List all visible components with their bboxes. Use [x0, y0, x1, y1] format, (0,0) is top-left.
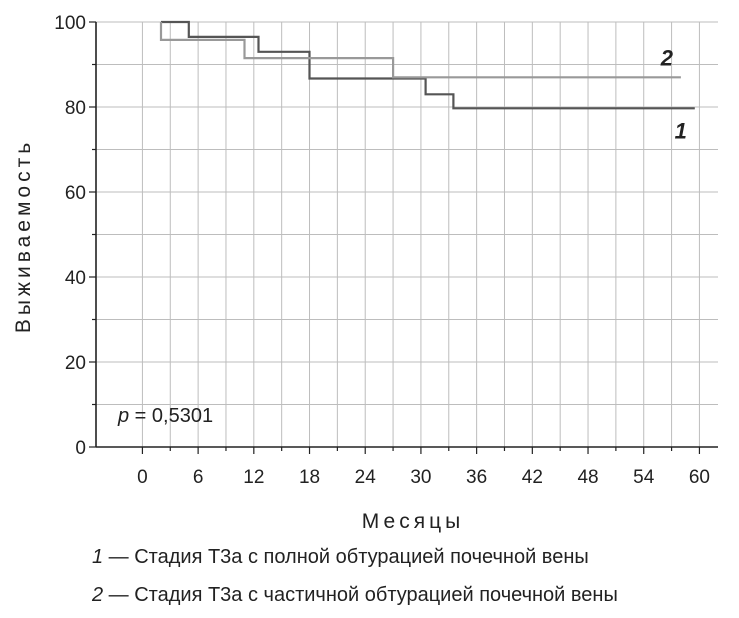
x-tick-label: 30: [410, 467, 431, 488]
y-tick-label: 40: [65, 268, 86, 289]
x-tick-label: 60: [689, 467, 710, 488]
legend-text-2: — Стадия Т3а с частичной обтурацией поче…: [103, 584, 618, 606]
y-tick-label: 20: [65, 353, 86, 374]
legend-num-2: 2: [92, 584, 104, 606]
x-tick-label: 42: [522, 467, 543, 488]
x-tick-label: 0: [137, 467, 148, 488]
series-lines: 12: [159, 20, 695, 143]
y-tick-label: 0: [75, 438, 86, 459]
x-tick-label: 12: [243, 467, 264, 488]
legend-item-2: 2 — Стадия Т3а с частичной обтурацией по…: [92, 584, 618, 607]
x-tick-label: 18: [299, 467, 320, 488]
series-line-1: [161, 20, 695, 110]
x-tick-label: 24: [355, 467, 377, 488]
y-tick-label: 80: [65, 98, 86, 119]
legend-item-1: 1 — Стадия Т3а с полной обтурацией почеч…: [92, 546, 589, 569]
x-tick-label: 36: [466, 467, 487, 488]
curve-label-2: 2: [660, 45, 674, 70]
axes: [89, 21, 718, 454]
p-value-annotation: p = 0,5301: [117, 405, 213, 427]
y-tick-label: 100: [54, 13, 86, 34]
legend-text-1: — Стадия Т3а с полной обтурацией почечно…: [103, 546, 589, 568]
curve-label-1: 1: [675, 118, 687, 143]
y-axis-title: Выживаемость: [12, 139, 35, 333]
x-axis-title: Месяцы: [362, 510, 464, 533]
x-tick-label: 6: [193, 467, 204, 488]
x-tick-label: 54: [633, 467, 655, 488]
grid: [96, 21, 718, 447]
legend-num-1: 1: [92, 546, 104, 568]
x-tick-label: 48: [577, 467, 598, 488]
series-line-2: [159, 22, 681, 79]
y-tick-label: 60: [65, 183, 86, 204]
